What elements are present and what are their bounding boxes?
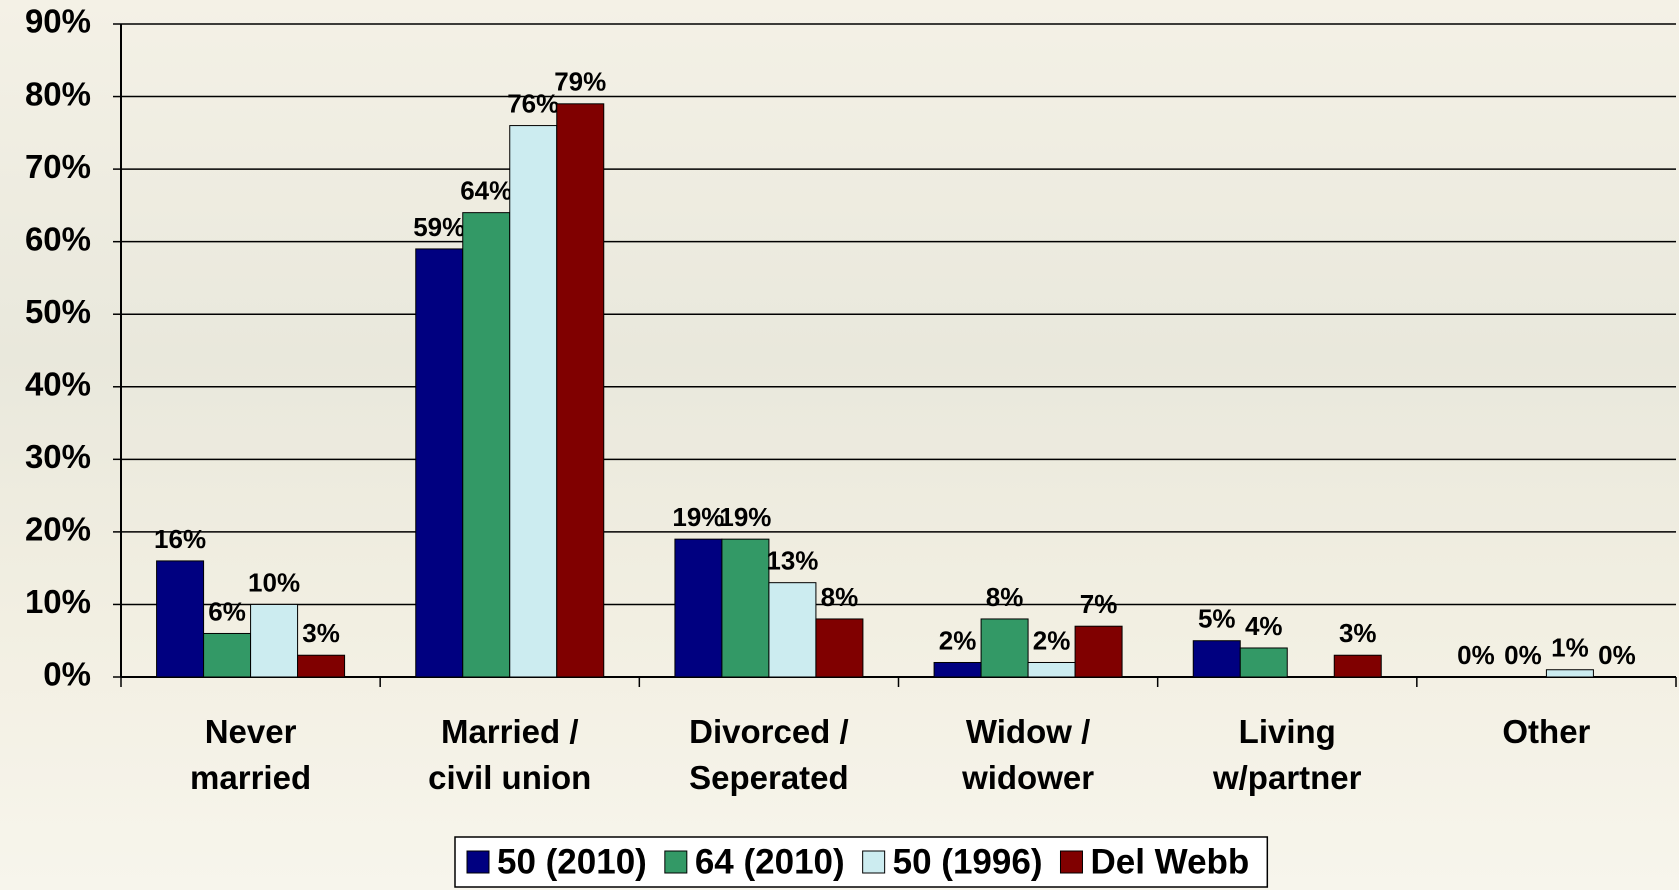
x-tick-label: Other: [1426, 709, 1666, 755]
value-label: 59%: [413, 212, 465, 242]
legend-swatch: [665, 851, 687, 873]
bar: [251, 604, 298, 677]
legend-swatch: [1060, 851, 1082, 873]
y-tick-label: 20%: [25, 511, 91, 548]
bar: [463, 213, 510, 677]
bar: [769, 583, 816, 677]
value-label: 1%: [1551, 633, 1589, 663]
bar: [1546, 670, 1593, 677]
value-label: 79%: [554, 67, 606, 97]
y-tick-label: 30%: [25, 438, 91, 475]
value-label: 76%: [507, 88, 559, 118]
x-tick-label: Divorced / Seperated: [649, 709, 889, 801]
bar: [1028, 662, 1075, 677]
bar: [1075, 626, 1122, 677]
y-tick-label: 70%: [25, 148, 91, 185]
bar: [204, 633, 251, 677]
bar: [675, 539, 722, 677]
value-label: 0%: [1504, 640, 1542, 670]
value-label: 19%: [719, 502, 771, 532]
chart: 0%10%20%30%40%50%60%70%80%90%16%6%10%3%5…: [0, 0, 1679, 890]
value-label: 6%: [208, 596, 246, 626]
y-tick-label: 80%: [25, 75, 91, 112]
value-label: 64%: [460, 176, 512, 206]
legend-swatch: [863, 851, 885, 873]
bar: [1334, 655, 1381, 677]
y-tick-label: 0%: [43, 656, 91, 693]
bar: [1193, 641, 1240, 677]
value-label: 5%: [1198, 604, 1236, 634]
legend-swatch: [467, 851, 489, 873]
y-tick-label: 50%: [25, 293, 91, 330]
value-label: 2%: [1033, 625, 1071, 655]
value-label: 0%: [1598, 640, 1636, 670]
value-label: 7%: [1080, 589, 1118, 619]
value-label: 3%: [302, 618, 340, 648]
value-label: 8%: [986, 582, 1024, 612]
value-label: 19%: [672, 502, 724, 532]
bar: [934, 662, 981, 677]
legend-label: 50 (1996): [893, 842, 1043, 881]
legend: 50 (2010) 64 (2010) 50 (1996) Del Webb: [455, 837, 1267, 887]
bar: [510, 126, 557, 677]
bar: [557, 104, 604, 677]
y-tick-label: 90%: [25, 3, 91, 40]
y-tick-label: 60%: [25, 220, 91, 257]
legend-label: Del Webb: [1090, 842, 1249, 881]
value-label: 10%: [248, 567, 300, 597]
bar: [157, 561, 204, 677]
legend-label: 64 (2010): [695, 842, 845, 881]
x-tick-label: Living w/partner: [1167, 709, 1407, 801]
value-label: 4%: [1245, 611, 1283, 641]
bar: [298, 655, 345, 677]
bar: [416, 249, 463, 677]
legend-label: 50 (2010): [497, 842, 647, 881]
value-label: 13%: [766, 546, 818, 576]
value-label: 2%: [939, 625, 977, 655]
value-label: 16%: [154, 524, 206, 554]
bar: [722, 539, 769, 677]
value-label: 8%: [821, 582, 859, 612]
y-tick-label: 10%: [25, 583, 91, 620]
x-tick-label: Married / civil union: [390, 709, 630, 801]
bar: [816, 619, 863, 677]
x-tick-label: Never married: [131, 709, 371, 801]
bar: [1240, 648, 1287, 677]
bar: [981, 619, 1028, 677]
value-label: 3%: [1339, 618, 1377, 648]
x-tick-label: Widow / widower: [908, 709, 1148, 801]
value-label: 0%: [1457, 640, 1495, 670]
y-tick-label: 40%: [25, 365, 91, 402]
